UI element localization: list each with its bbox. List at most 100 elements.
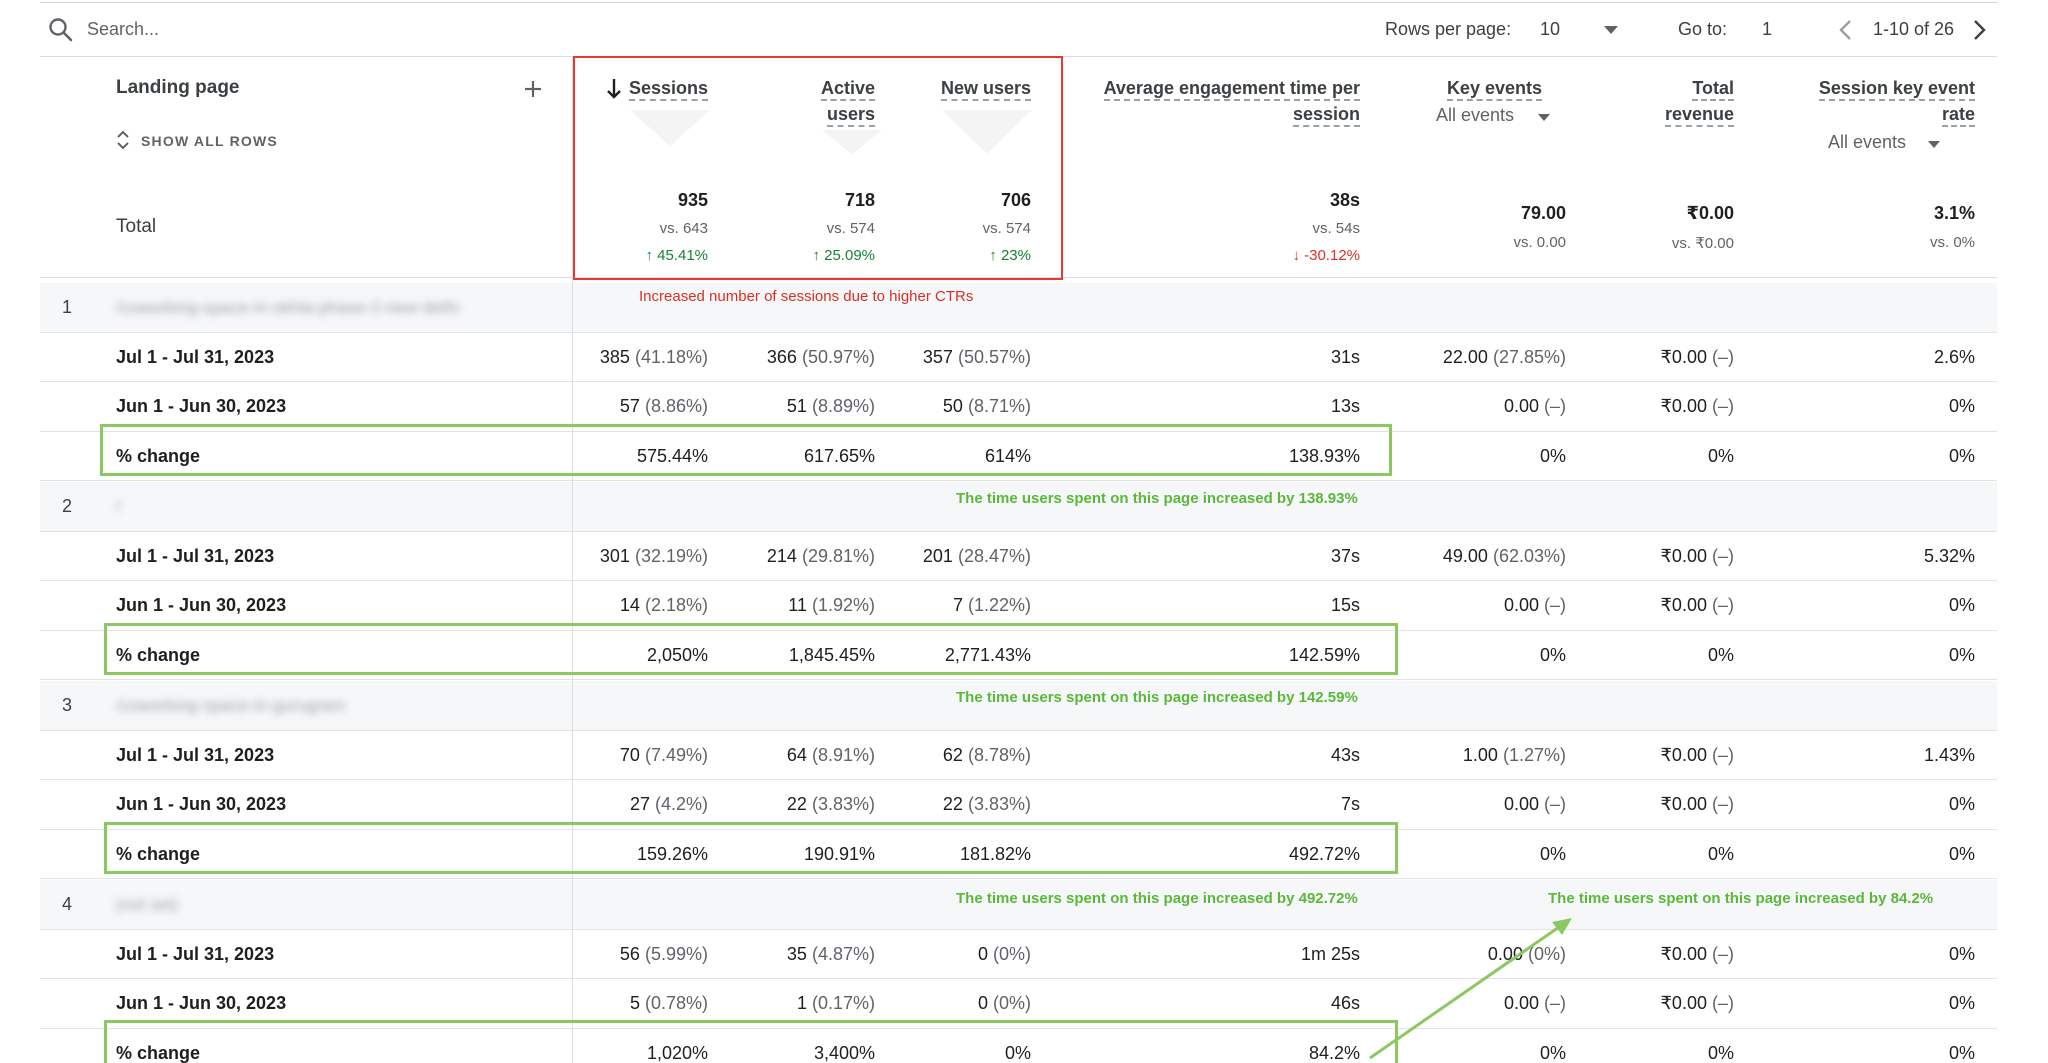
chevron-left-icon[interactable]: [1838, 19, 1852, 41]
total-sessions-vs: vs. 643: [659, 220, 708, 237]
pagination-range: 1-10 of 26: [1873, 19, 1955, 39]
landing-page-header[interactable]: Landing page: [116, 77, 240, 98]
revenue-cell-share: (–): [1712, 744, 1734, 765]
revenue-cell-value: ₹0.00: [1660, 794, 1707, 815]
key-events-cell-share: (27.85%): [1492, 346, 1566, 367]
table-row: Jun 1 - Jun 30, 2023 14 (2.18%) 11 (1.92%)…: [40, 581, 1997, 631]
chevron-right-icon[interactable]: [1973, 19, 1987, 41]
landing-page-path[interactable]: /coworking-space-in-okhla-phase-2-new-de…: [116, 298, 459, 317]
show-all-rows-button[interactable]: SHOW ALL ROWS: [141, 133, 278, 149]
sessions-annotation: Increased number of sessions due to high…: [639, 288, 974, 305]
key-events-cell-share: (1.27%): [1502, 744, 1566, 765]
revenue-cell-value: 0%: [1707, 843, 1734, 864]
session-key-rate-cell-value: 0%: [1948, 445, 1975, 466]
session-key-rate-cell-value: 1.43%: [1923, 744, 1975, 765]
table-row: Jun 1 - Jun 30, 2023 27 (4.2%) 22 (3.83%) 2…: [40, 780, 1997, 830]
new-users-cell-share: (3.83%): [967, 794, 1031, 815]
revenue-cell-value: ₹0.00: [1660, 396, 1707, 417]
table-row: Jul 1 - Jul 31, 2023 56 (5.99%) 35 (4.87%)…: [40, 930, 1997, 980]
arrow-up-icon: ↑: [989, 247, 997, 264]
key-events-cell-value: 1.00: [1462, 744, 1498, 765]
total-new-users: 706: [1000, 190, 1031, 210]
avg-engagement-cell-value: 1m 25s: [1300, 943, 1360, 964]
sort-down-arrow-icon[interactable]: [606, 78, 622, 100]
active-users-cell-share: (4.87%): [811, 943, 875, 964]
header-divider: [40, 277, 1997, 278]
active-users-header-shadow: [822, 130, 882, 154]
landing-page-path[interactable]: (not set): [116, 895, 179, 914]
avg-engagement-cell: 138.93%: [1289, 446, 1360, 467]
new-users-cell-value: 62: [942, 744, 963, 765]
key-events-cell: 49.00 (62.03%): [1443, 546, 1566, 567]
new-users-column-header[interactable]: New users: [920, 75, 1031, 101]
active-users-cell-value: 22: [786, 794, 807, 815]
group-row[interactable]: 3/coworking-space-in-gurugram: [40, 681, 1997, 731]
avg-engagement-column-header[interactable]: Average engagement time per session: [1080, 75, 1360, 127]
active-users-cell-value: 35: [786, 943, 807, 964]
key-events-cell-value: 0%: [1539, 843, 1566, 864]
new-users-cell-value: 0: [977, 943, 988, 964]
key-events-cell-value: 0.00: [1503, 396, 1539, 417]
group3-change-highlight: [104, 822, 1398, 874]
arrow-down-icon: ↓: [1292, 247, 1300, 264]
dropdown-caret-icon[interactable]: [1538, 114, 1550, 121]
active-users-cell: 366 (50.97%): [767, 347, 875, 368]
dropdown-caret-icon[interactable]: [1604, 26, 1618, 34]
active-users-cell: 3,400%: [814, 1043, 875, 1063]
row-label: Jun 1 - Jun 30, 2023: [116, 396, 287, 417]
avg-engagement-cell-value: 43s: [1330, 744, 1360, 765]
key-events-cell: 22.00 (27.85%): [1443, 347, 1566, 368]
session-key-filter[interactable]: All events: [1828, 132, 1907, 152]
key-events-cell-share: (–): [1544, 794, 1566, 815]
total-revenue-column-header[interactable]: Total revenue: [1600, 75, 1734, 127]
revenue-cell: ₹0.00 (–): [1660, 745, 1734, 766]
totals-highlight-box: [573, 56, 1063, 280]
new-users-cell-value: 614%: [984, 445, 1031, 466]
sessions-cell: 14 (2.18%): [620, 595, 708, 616]
dropdown-caret-icon[interactable]: [1928, 141, 1940, 148]
new-users-cell-value: 50: [942, 396, 963, 417]
avg-engagement-cell-value: 31s: [1330, 346, 1360, 367]
search-icon[interactable]: [48, 17, 74, 43]
active-users-cell: 214 (29.81%): [767, 546, 875, 567]
revenue-cell-share: (–): [1712, 545, 1734, 566]
key-events-column-header[interactable]: Key events: [1400, 75, 1542, 101]
landing-page-path[interactable]: /: [116, 497, 121, 516]
avg-engagement-cell: 46s: [1331, 993, 1360, 1014]
goto-input[interactable]: 1: [1762, 19, 1773, 39]
group-row[interactable]: 2/: [40, 482, 1997, 532]
avg-engagement-cell: 492.72%: [1289, 844, 1360, 865]
active-users-cell-share: (29.81%): [801, 545, 875, 566]
sessions-cell-value: 385: [599, 346, 630, 367]
rows-per-page-select[interactable]: 10: [1540, 19, 1561, 39]
session-key-rate-cell: 0%: [1949, 794, 1975, 815]
revenue-cell: ₹0.00 (–): [1660, 993, 1734, 1014]
active-users-cell-share: (8.91%): [811, 744, 875, 765]
session-key-rate-cell: 0%: [1949, 595, 1975, 616]
total-avg-engagement-change: ↓ -30.12%: [1292, 247, 1360, 264]
search-input[interactable]: Search...: [87, 19, 160, 39]
table-row: % change 1,020% 3,400% 0% 84.2% 0% 0% 0%: [40, 1029, 1997, 1063]
active-users-column-header[interactable]: Active users: [780, 75, 875, 127]
revenue-cell: ₹0.00 (–): [1660, 396, 1734, 417]
total-new-users-change: ↑ 23%: [989, 247, 1031, 264]
add-icon[interactable]: [524, 80, 542, 98]
expand-collapse-icon[interactable]: [116, 130, 130, 150]
revenue-cell-share: (–): [1712, 794, 1734, 815]
session-key-event-rate-column-header[interactable]: Session key event rate: [1790, 75, 1975, 127]
key-events-cell: 0.00 (–): [1504, 794, 1566, 815]
session-key-rate-cell-value: 0%: [1948, 794, 1975, 815]
sessions-column-header[interactable]: Sessions: [620, 75, 708, 101]
key-events-filter[interactable]: All events: [1436, 105, 1515, 125]
landing-page-path[interactable]: /coworking-space-in-gurugram: [116, 696, 346, 715]
total-sessions: 935: [677, 190, 708, 210]
key-events-cell-value: 22.00: [1442, 346, 1488, 367]
group-row[interactable]: 4 (not set): [40, 880, 1997, 930]
avg-engagement-cell-value: 138.93%: [1288, 445, 1360, 466]
session-key-rate-cell: 0%: [1949, 993, 1975, 1014]
new-users-cell-share: (28.47%): [957, 545, 1031, 566]
group-row[interactable]: 1/coworking-space-in-okhla-phase-2-new-d…: [40, 283, 1997, 333]
avg-engagement-cell-value: 46s: [1330, 993, 1360, 1014]
